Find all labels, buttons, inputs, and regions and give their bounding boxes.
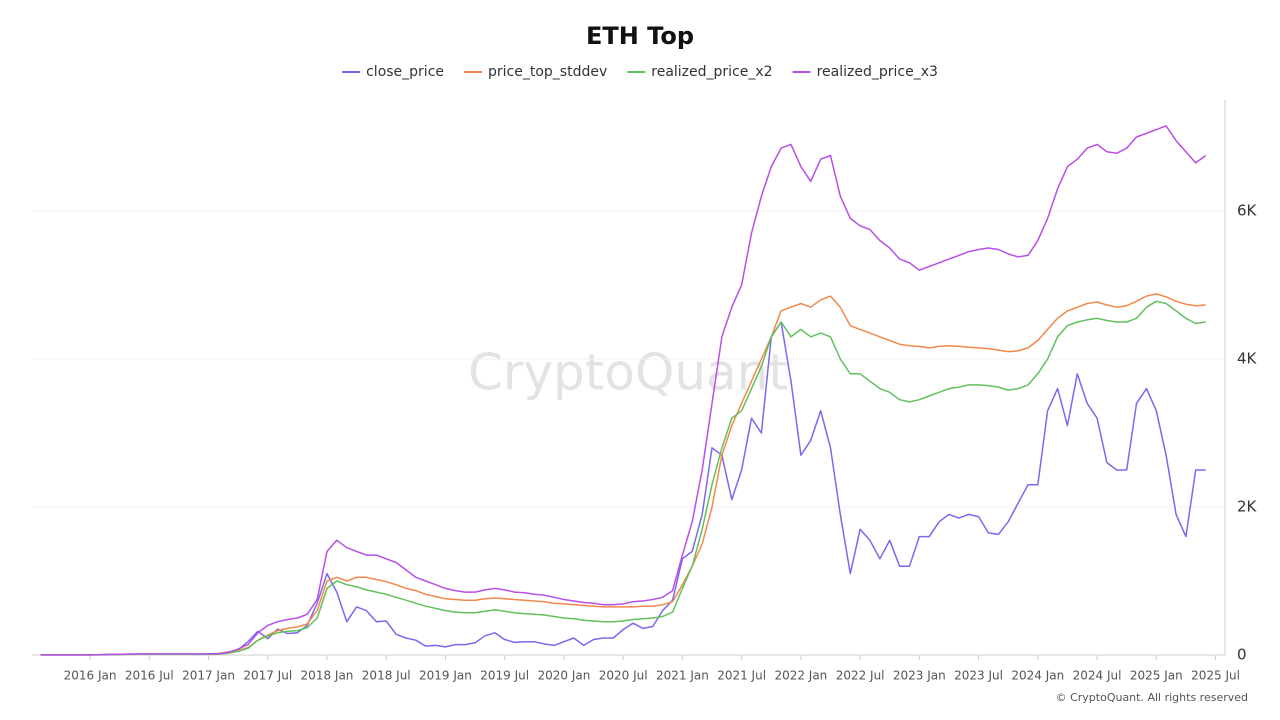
x-tick-label: 2019 Jan (419, 669, 472, 683)
legend-label: price_top_stddev (488, 64, 607, 80)
x-tick-label: 2016 Jan (64, 669, 117, 683)
x-tick-label: 2024 Jul (1073, 669, 1122, 683)
legend-item: price_top_stddev (464, 64, 607, 80)
x-tick-label: 2020 Jan (538, 669, 591, 683)
y-tick-label: 0 (1237, 646, 1247, 664)
x-tick-label: 2023 Jan (893, 669, 946, 683)
y-tick-label: 2K (1237, 498, 1258, 516)
credit: © CryptoQuant. All rights reserved (1056, 691, 1248, 704)
x-tick-label: 2019 Jul (480, 669, 529, 683)
x-tick-label: 2018 Jul (362, 669, 411, 683)
x-tick-label: 2020 Jul (599, 669, 648, 683)
watermark: CryptoQuant (468, 344, 788, 402)
x-tick-label: 2023 Jul (954, 669, 1003, 683)
x-tick-label: 2025 Jan (1130, 669, 1183, 683)
chart-title: ETH Top (586, 22, 694, 50)
x-tick-label: 2024 Jan (1011, 669, 1064, 683)
x-tick-label: 2021 Jan (656, 669, 709, 683)
x-tick-label: 2022 Jul (836, 669, 885, 683)
x-tick-label: 2016 Jul (125, 669, 174, 683)
legend: close_price price_top_stddev realized_pric… (342, 64, 938, 80)
legend-item: close_price (342, 64, 444, 80)
legend-label: realized_price_x2 (651, 64, 772, 80)
legend-item: realized_price_x3 (792, 64, 938, 80)
series-line (40, 125, 1207, 656)
x-tick-label: 2025 Jul (1191, 669, 1240, 683)
legend-label: realized_price_x3 (817, 64, 938, 80)
legend-item: realized_price_x2 (627, 64, 773, 80)
x-tick-label: 2022 Jan (774, 669, 827, 683)
x-tick-label: 2017 Jul (243, 669, 292, 683)
x-tick-label: 2017 Jan (182, 669, 235, 683)
series-line (40, 300, 1206, 656)
y-tick-label: 4K (1237, 350, 1258, 368)
series-line (40, 293, 1206, 656)
legend-label: close_price (366, 64, 444, 80)
y-tick-label: 6K (1237, 202, 1258, 220)
x-tick-label: 2021 Jul (717, 669, 766, 683)
x-tick-label: 2018 Jan (301, 669, 354, 683)
